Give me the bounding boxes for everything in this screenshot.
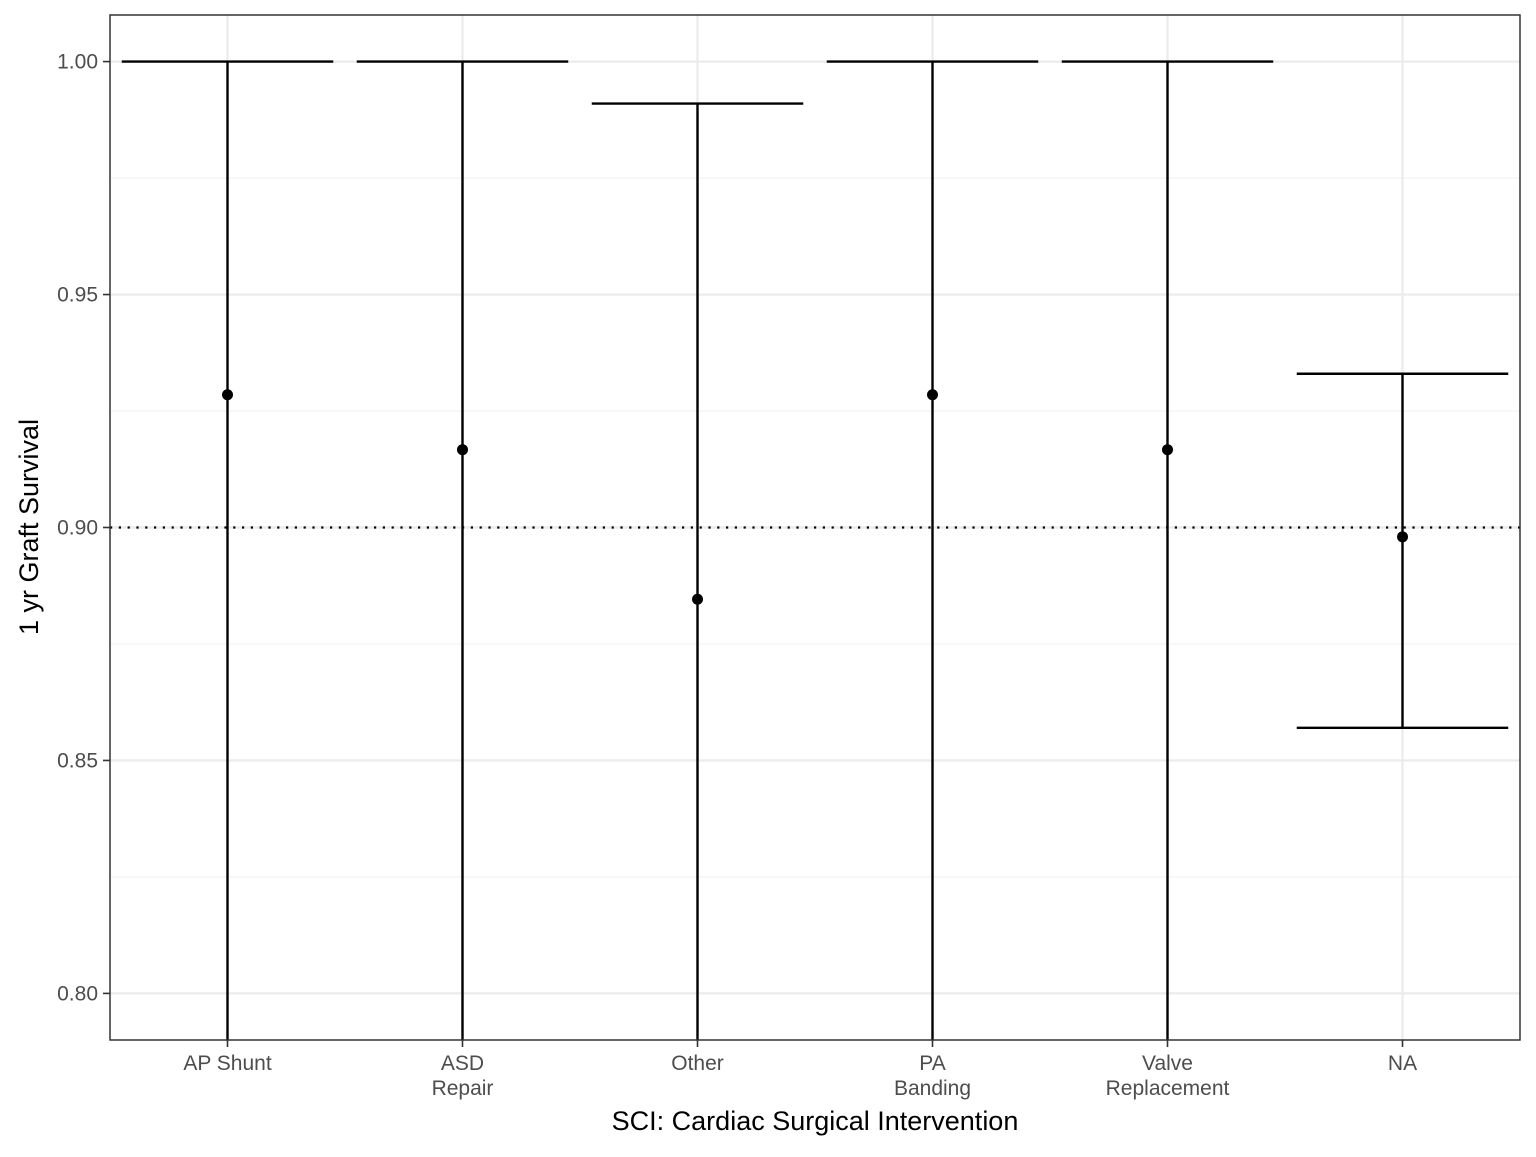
x-tick-label-line: Repair <box>432 1077 494 1100</box>
y-tick-label: 1.00 <box>57 51 98 74</box>
x-tick-label: ASD Repair <box>432 1052 494 1100</box>
y-tick-label: 0.90 <box>57 517 98 540</box>
x-tick-label: PA Banding <box>894 1052 971 1100</box>
x-axis: AP Shunt ASD Repair Other PA Banding Valve Repl… <box>183 1040 1417 1100</box>
x-tick-label: AP Shunt <box>183 1052 272 1075</box>
x-tick-label-line: ASD <box>441 1052 484 1075</box>
x-tick-label-line: Banding <box>894 1077 971 1100</box>
error-bars <box>121 60 1509 1040</box>
estimate-point <box>1162 444 1173 456</box>
x-axis-title: SCI: Cardiac Surgical Intervention <box>612 1106 1019 1136</box>
y-axis-title: 1 yr Graft Survival <box>14 419 44 635</box>
x-tick-label: Valve Replacement <box>1106 1052 1230 1100</box>
x-tick-label: NA <box>1388 1052 1417 1075</box>
y-tick-label: 0.95 <box>57 284 98 307</box>
x-tick-label-line: Replacement <box>1106 1077 1230 1100</box>
estimate-point <box>927 389 938 401</box>
y-axis: 0.80 0.85 0.90 0.95 1.00 <box>57 51 110 1005</box>
x-tick-label-line: NA <box>1388 1052 1417 1075</box>
estimate-point <box>222 389 233 401</box>
y-tick-label: 0.80 <box>57 982 98 1005</box>
x-tick-label-line: Valve <box>1142 1052 1193 1075</box>
estimate-point <box>692 593 703 605</box>
estimate-point <box>1397 531 1408 543</box>
x-tick-label-line: AP Shunt <box>183 1052 272 1075</box>
x-tick-label-line: Other <box>671 1052 724 1075</box>
y-tick-label: 0.85 <box>57 749 98 772</box>
estimate-point <box>457 444 468 456</box>
x-tick-label-line: PA <box>919 1052 945 1075</box>
x-tick-label: Other <box>671 1052 724 1075</box>
